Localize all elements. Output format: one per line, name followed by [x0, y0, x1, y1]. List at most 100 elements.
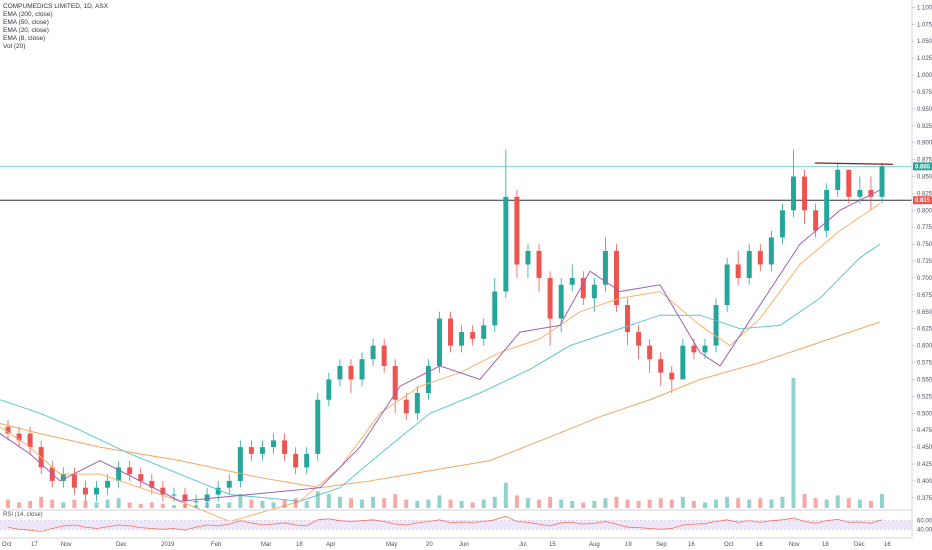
volume-bar [514, 495, 519, 508]
candle-body [613, 250, 619, 306]
legend-ema20: EMA (20, close) [3, 27, 49, 34]
y-tick-label: 0.500 [917, 411, 932, 417]
y-tick-label: 0.925 [917, 124, 932, 130]
trendline [814, 162, 894, 165]
volume-bar [315, 491, 320, 508]
y-tick-label: 0.425 [917, 462, 932, 468]
x-tick-label: Jun [459, 542, 469, 548]
volume-bar [570, 501, 575, 508]
volume-bar [702, 502, 707, 508]
volume-bar [304, 501, 309, 508]
volume-bar [548, 496, 553, 508]
candle-body [691, 345, 697, 353]
candle-body [824, 190, 830, 231]
y-tick-label: 0.975 [917, 90, 932, 96]
legend-ema50: EMA (50, close) [3, 19, 49, 26]
candle-body [448, 318, 454, 346]
volume-bar [6, 499, 10, 508]
candle-body [271, 440, 277, 448]
volume-bar [360, 499, 365, 508]
volume-bar [227, 502, 232, 508]
y-tick-label: 0.850 [917, 175, 932, 181]
volume-bar [813, 498, 818, 508]
y-tick-label: 0.725 [917, 259, 932, 265]
candle-body [558, 284, 564, 319]
ema50-line [0, 243, 881, 502]
candle-body [60, 474, 66, 481]
legend-ema200: EMA (200, close) [3, 11, 53, 18]
candle-body [425, 365, 431, 393]
y-tick-label: 0.525 [917, 394, 932, 400]
candle-body [481, 325, 487, 339]
candle-body [790, 176, 796, 211]
candle-body [746, 250, 752, 278]
candle-body [71, 474, 77, 488]
volume-bar [116, 498, 121, 508]
candle-body [370, 345, 376, 360]
volume-bar [625, 499, 630, 508]
volume-bar [481, 499, 486, 508]
volume-bar [50, 499, 55, 508]
chart-legend: COMPUMEDICS LIMITED, 1D, ASX EMA (200, c… [3, 3, 108, 51]
volume-bar [680, 496, 685, 508]
y-tick-label: 0.675 [917, 293, 932, 299]
candle-body [315, 399, 321, 454]
volume-bar [194, 505, 199, 508]
y-tick-label: 0.700 [917, 276, 932, 282]
candle-body [193, 501, 199, 503]
volume-bar [94, 502, 99, 508]
candle-body [536, 250, 542, 278]
candle-body [779, 210, 785, 238]
volume-bar [17, 502, 22, 508]
x-tick-label: Sep [656, 542, 667, 548]
volume-bar [61, 502, 66, 508]
volume-bar [747, 499, 752, 508]
candle-body [116, 467, 122, 481]
candle-body [160, 487, 166, 495]
y-tick-label: 0.825 [917, 191, 932, 197]
y-tick-label: 1.025 [917, 56, 932, 62]
volume-bar [404, 499, 409, 508]
candle-body [348, 365, 354, 380]
y-tick-label: 0.375 [917, 496, 932, 502]
volume-bar [415, 501, 420, 508]
x-tick-label: 16 [884, 542, 891, 548]
volume-bar [725, 496, 730, 508]
volume-bar [271, 502, 276, 508]
y-tick-label: 0.575 [917, 361, 932, 367]
rsi-pane: 60.00 40.00 [0, 509, 932, 533]
y-tick-label: 0.775 [917, 225, 932, 231]
candle-body [713, 305, 719, 346]
volume-bar [83, 501, 88, 508]
volume-bar [537, 499, 542, 508]
y-tick-label: 0.900 [917, 141, 932, 147]
volume-bar [603, 498, 608, 508]
volume-bar [293, 498, 298, 508]
candle-body [436, 318, 442, 366]
x-tick-label: Jul [519, 542, 527, 548]
x-tick-label: Nov [789, 542, 800, 548]
volume-area [6, 378, 884, 508]
y-tick-label: 1.000 [917, 73, 932, 79]
volume-bar [559, 499, 564, 508]
volume-bar [658, 498, 663, 508]
volume-bar [171, 505, 176, 508]
volume-bar [426, 499, 431, 508]
candle-body [470, 332, 476, 339]
price-label: 0.815 [915, 198, 931, 204]
volume-bar [525, 498, 530, 508]
candle-body [647, 345, 653, 360]
volume-bar [802, 494, 807, 508]
x-tick-label: Dec [116, 542, 127, 548]
price-label: 0.865 [915, 164, 931, 170]
x-tick-label: Mar [261, 542, 271, 548]
ema8-line [0, 189, 881, 502]
volume-bar [614, 496, 619, 508]
volume-bar [260, 501, 265, 508]
volume-bar [282, 499, 287, 508]
rsi-tick-label: 60.00 [917, 519, 932, 525]
candle-body [503, 196, 509, 292]
x-tick-label: Aug [589, 542, 600, 548]
y-tick-label: 0.450 [917, 445, 932, 451]
